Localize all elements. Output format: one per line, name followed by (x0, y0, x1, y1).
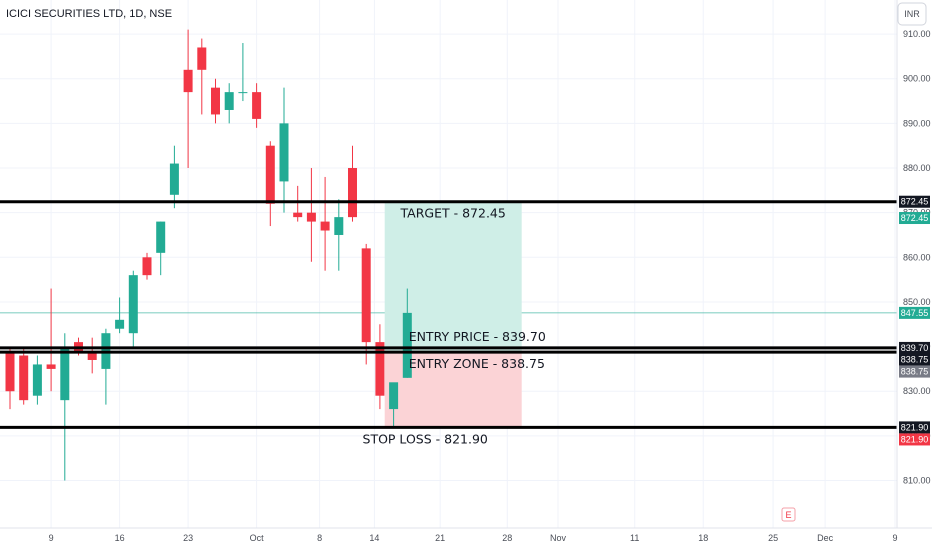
logo-badge[interactable]: E (781, 507, 796, 522)
annotation-entry-zone: ENTRY ZONE - 838.75 (409, 356, 545, 371)
candles (5, 29, 412, 481)
candle-body (389, 382, 399, 410)
y-tick-label: 900.00 (903, 74, 931, 84)
price-tag-label: 821.90 (901, 422, 929, 432)
price-tag-label: 821.90 (901, 434, 929, 444)
candle-body (293, 212, 303, 218)
candle-body (46, 364, 56, 369)
x-tick-label: 25 (768, 533, 778, 543)
y-tick-label: 810.00 (903, 476, 931, 486)
annotation-stop-loss: STOP LOSS - 821.90 (363, 431, 488, 446)
x-tick-label: 9 (49, 533, 54, 543)
candle-body (183, 69, 193, 93)
y-tick-label: 890.00 (903, 118, 931, 128)
candle-body (32, 364, 42, 396)
x-tick-label: 18 (698, 533, 708, 543)
x-tick-label: 14 (369, 533, 379, 543)
candle-body (60, 346, 70, 401)
price-tag (899, 212, 930, 225)
price-tag-label: 839.70 (901, 343, 929, 353)
price-tag-label: 847.55 (901, 308, 929, 318)
x-tick-label: Nov (550, 533, 567, 543)
candle-body (320, 221, 330, 231)
candle-body (115, 319, 125, 329)
x-tick-label: 8 (317, 533, 322, 543)
price-tag (899, 195, 930, 208)
x-tick-label: 9 (893, 533, 898, 543)
candle-body (252, 92, 262, 119)
annotations: TARGET - 872.45 ENTRY PRICE - 839.70 ENTRY… (363, 206, 546, 447)
candle-body (402, 312, 412, 378)
price-axis[interactable]: 810.00820.00830.00840.00850.00860.00870.… (896, 0, 931, 528)
candle-body (211, 87, 220, 115)
candle-body (375, 342, 385, 396)
y-tick-label: 880.00 (903, 163, 931, 173)
x-tick-label: Oct (250, 533, 265, 543)
price-tag-label: 838.75 (901, 355, 929, 365)
price-tags: 872.45 872.45 847.55 839.70 838.75 838.75 821.… (899, 195, 930, 446)
currency-button[interactable]: INR (897, 2, 927, 26)
annotation-target: TARGET - 872.45 (400, 206, 506, 221)
annotation-entry-price: ENTRY PRICE - 839.70 (409, 329, 546, 344)
candle-body (334, 217, 344, 235)
candle-body (224, 92, 234, 110)
price-tag-label: 838.75 (901, 367, 929, 377)
currency-label: INR (904, 9, 920, 19)
candle-body (128, 275, 138, 334)
candle-body (265, 145, 275, 204)
y-tick-label: 910.00 (903, 29, 931, 39)
candle-body (5, 351, 15, 392)
price-tag-label: 872.45 (901, 213, 929, 223)
candle-body (197, 47, 207, 70)
price-tag (899, 341, 930, 354)
candle-body (142, 257, 152, 276)
candle-body (169, 163, 179, 195)
candle-body (279, 123, 289, 182)
x-tick-label: 11 (630, 533, 639, 543)
candle-body (87, 351, 97, 360)
price-tag (899, 433, 930, 446)
x-tick-label: Dec (817, 533, 834, 543)
x-tick-label: 23 (183, 533, 193, 543)
horizontal-lines[interactable] (0, 200, 897, 429)
candle-body (348, 168, 357, 218)
symbol-title: ICICI SECURITIES LTD, 1D, NSE (6, 8, 172, 20)
time-axis[interactable]: 9 16 23 Oct 8 14 21 28 Nov 11 18 25 Dec 9 (0, 527, 932, 543)
y-tick-label: 850.00 (903, 297, 931, 307)
candle-body (306, 212, 316, 222)
candle-body (361, 248, 371, 343)
x-tick-label: 28 (502, 533, 512, 543)
x-tick-label: 21 (435, 533, 445, 543)
price-tag (899, 421, 930, 434)
candle-body (19, 355, 29, 401)
y-tick-label: 860.00 (903, 252, 931, 262)
candle-body (156, 221, 166, 253)
x-tick-label: 16 (115, 533, 125, 543)
y-tick-label: 830.00 (903, 386, 931, 396)
price-tag (899, 306, 930, 319)
logo-badge-letter: E (785, 510, 791, 520)
candle-body (238, 92, 248, 94)
price-tag (899, 353, 930, 366)
price-tag (899, 365, 930, 378)
price-tag-label: 872.45 (901, 197, 929, 207)
